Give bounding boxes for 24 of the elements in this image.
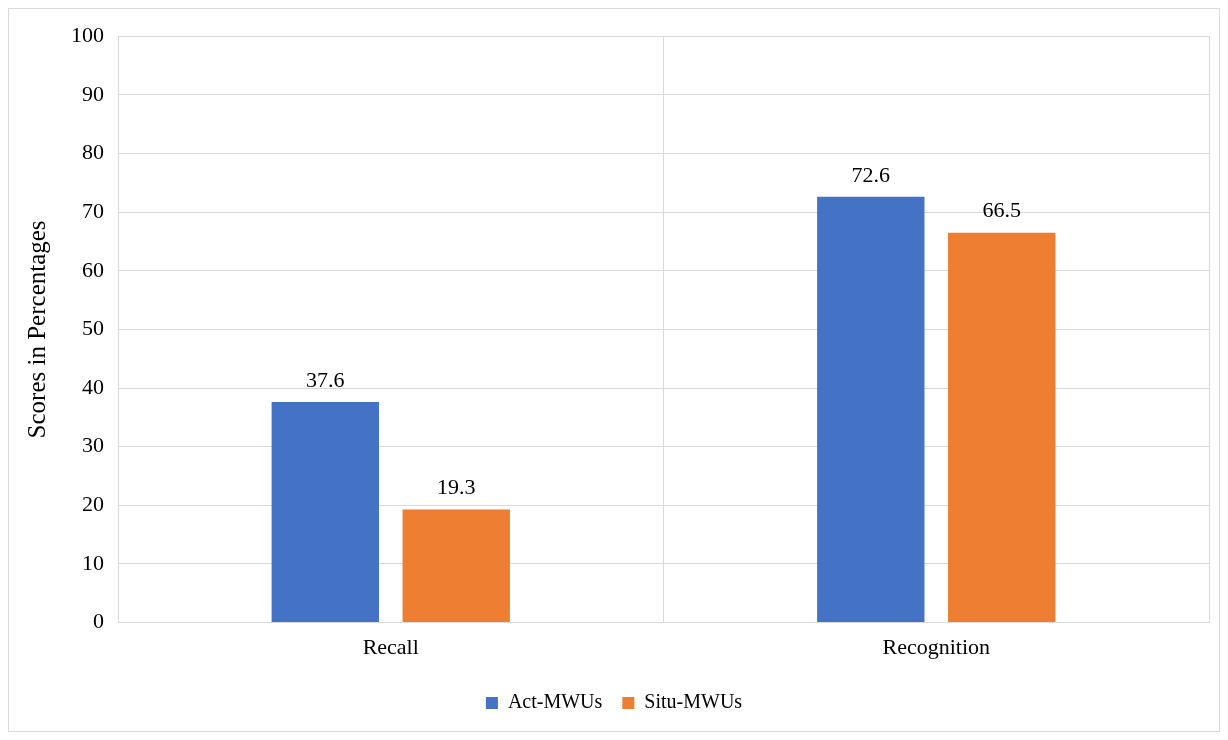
y-tick-label: 30 <box>82 432 104 458</box>
y-tick-label: 0 <box>93 608 104 634</box>
x-tick-label: Recall <box>362 633 419 659</box>
y-tick-label: 40 <box>82 373 104 399</box>
bar <box>817 196 925 623</box>
y-tick-label: 20 <box>82 491 104 517</box>
y-tick-label: 10 <box>82 549 104 575</box>
y-tick-label: 90 <box>82 80 104 106</box>
data-label: 66.5 <box>982 197 1021 223</box>
x-tick-label: Recognition <box>882 633 991 659</box>
data-label: 19.3 <box>436 474 476 500</box>
legend-label: Situ-MWUs <box>644 690 743 713</box>
legend-label: Act-MWUs <box>507 690 603 713</box>
bar <box>402 509 510 623</box>
data-label: 37.6 <box>306 366 345 392</box>
y-tick-label: 50 <box>82 315 104 341</box>
y-axis-title: Scores in Percentages <box>22 220 50 439</box>
bar <box>948 232 1056 623</box>
bar <box>271 402 379 623</box>
y-tick-label: 70 <box>82 197 104 223</box>
data-label: 72.6 <box>851 161 891 187</box>
y-tick-label: 60 <box>82 256 104 282</box>
y-tick-label: 100 <box>71 21 104 47</box>
y-tick-label: 80 <box>82 139 104 165</box>
